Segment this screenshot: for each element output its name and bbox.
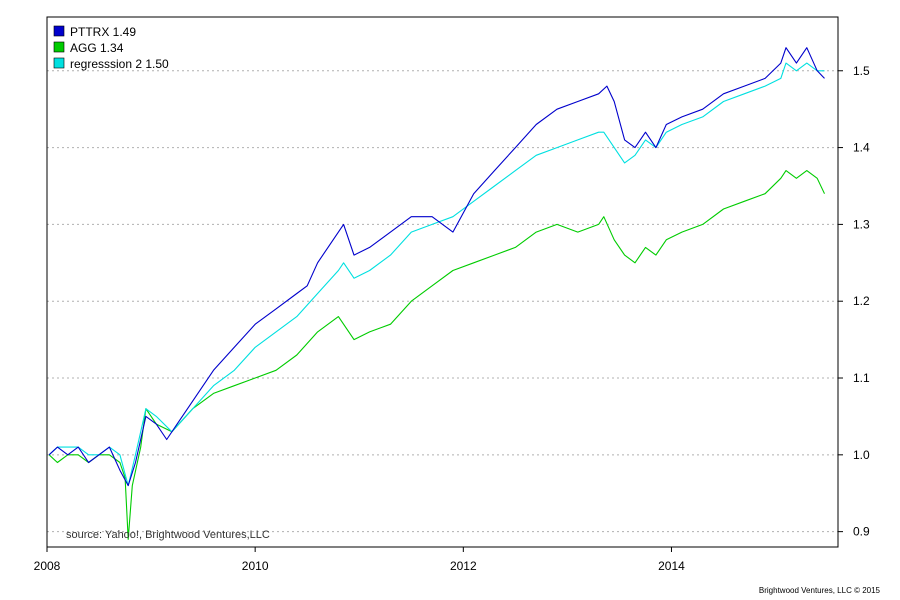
y-tick-label: 0.9	[853, 525, 870, 539]
series-lines	[48, 47, 825, 540]
legend-swatch-pttrx	[53, 25, 65, 37]
source-annotation: source: Yahoo!, Brightwood Ventures,LLC	[66, 529, 270, 541]
y-tick-label: 1.0	[853, 448, 870, 462]
legend-label-agg: AGG 1.34	[70, 41, 124, 55]
y-tick-label: 1.4	[853, 141, 870, 155]
x-tick-label: 2014	[658, 559, 685, 573]
x-tick-label: 2010	[242, 559, 269, 573]
y-tick-label: 1.5	[853, 64, 870, 78]
y-axis: 0.9 1.0 1.1 1.2 1.3 1.4 1.5	[838, 64, 870, 539]
series-line-regression	[48, 62, 825, 487]
series-line-agg	[48, 170, 825, 540]
x-tick-label: 2008	[34, 559, 61, 573]
legend-swatch-regression	[53, 57, 65, 69]
x-tick-label: 2012	[450, 559, 477, 573]
legend-label-regression: regresssion 2 1.50	[70, 57, 169, 71]
legend: PTTRX 1.49 AGG 1.34 regresssion 2 1.50	[53, 25, 169, 71]
y-tick-label: 1.2	[853, 294, 870, 308]
x-axis: 2008 2010 2012 2014	[34, 547, 685, 573]
plot-area-frame	[46, 16, 839, 548]
grid-lines	[47, 70, 838, 533]
y-tick-label: 1.1	[853, 371, 870, 385]
legend-label-pttrx: PTTRX 1.49	[70, 25, 136, 39]
copyright-footer: Brightwood Ventures, LLC © 2015	[759, 586, 881, 595]
series-line-pttrx	[48, 47, 825, 487]
legend-swatch-agg	[53, 41, 65, 53]
y-tick-label: 1.3	[853, 217, 870, 231]
